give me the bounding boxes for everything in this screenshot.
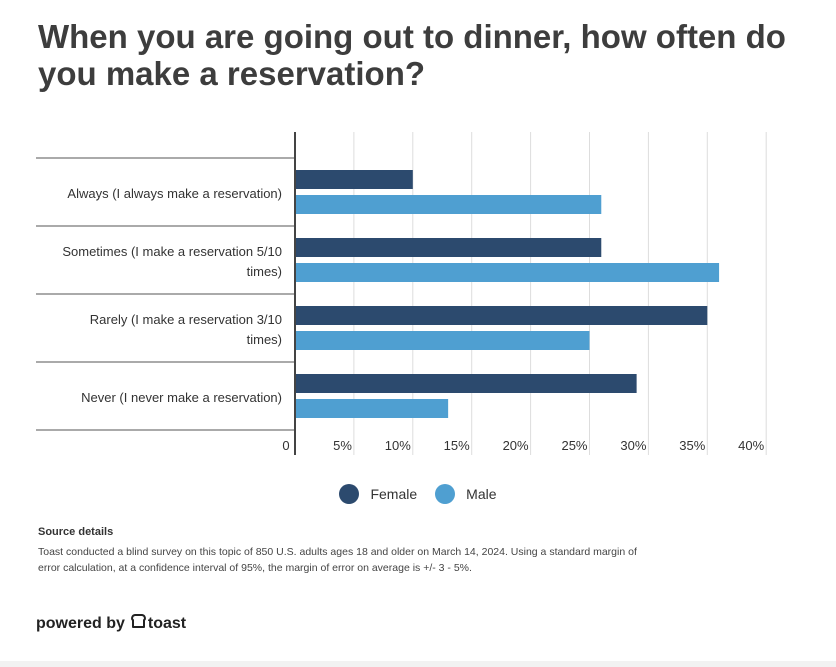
category-label: Never (I never make a reservation) [81,390,282,405]
category-label: Always (I always make a reservation) [67,186,282,201]
toast-logo-icon [131,614,146,633]
chart-title: When you are going out to dinner, how of… [38,18,786,92]
bar-male-3 [295,399,449,418]
tick-label-20: 20% [503,438,529,453]
category-label: Sometimes (I make a reservation 5/10 [62,244,282,259]
legend-label-female: Female [370,486,418,502]
category-label: times) [247,264,282,279]
source-heading: Source details [38,526,114,538]
category-label: Rarely (I make a reservation 3/10 [90,312,282,327]
bar-female-3 [295,374,637,393]
bar-male-0 [295,195,602,214]
tick-label-25: 25% [561,438,587,453]
bar-female-1 [295,238,602,257]
bar-chart: Always (I always make a reservation) Some… [36,132,767,455]
legend-item-male[interactable]: Male [435,484,497,504]
brand: powered by toast [36,614,186,633]
tick-label-10: 10% [385,438,411,453]
category-label: times) [247,332,282,347]
bar-female-0 [295,170,413,189]
bar-male-2 [295,331,590,350]
legend-label-male: Male [466,486,497,502]
chart-legend: Female Male [0,484,836,504]
brand-prefix: powered by [36,614,125,632]
tick-label-30: 30% [620,438,646,453]
legend-item-female[interactable]: Female [339,484,417,504]
legend-swatch-male [435,484,456,504]
tick-label-40: 40% [738,438,764,453]
brand-name: toast [147,614,187,632]
tick-label-0: 0 [282,438,289,453]
source-text: Toast conducted a blind survey on this t… [38,546,637,574]
bar-male-1 [295,263,720,282]
bottom-rule [0,661,836,667]
tick-label-5: 5% [333,438,352,453]
tick-label-15: 15% [444,438,470,453]
legend-swatch-female [339,484,360,504]
bar-female-2 [295,306,708,325]
tick-label-35: 35% [679,438,705,453]
